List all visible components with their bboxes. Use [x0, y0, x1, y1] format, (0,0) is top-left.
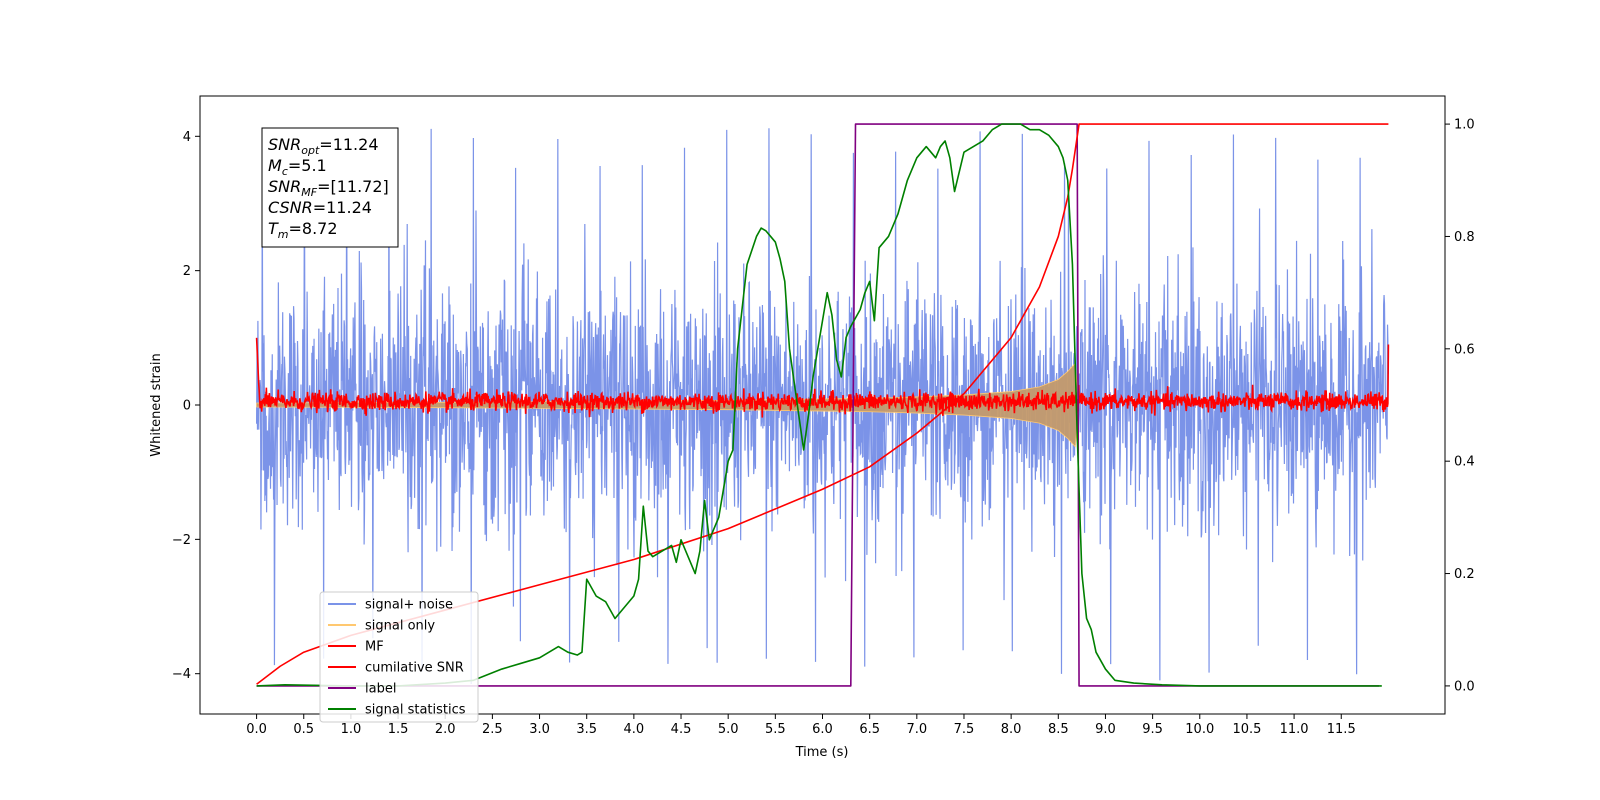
x-tick-label: 1.5 — [388, 722, 409, 737]
y-tick-label-right: 0.6 — [1454, 342, 1475, 357]
x-tick-label: 4.5 — [671, 722, 692, 737]
y-tick-label-right: 0.2 — [1454, 567, 1475, 582]
x-tick-label: 5.5 — [765, 722, 786, 737]
x-axis-label: Time (s) — [795, 745, 849, 760]
x-tick-label: 11.5 — [1327, 722, 1356, 737]
x-tick-label: 5.0 — [718, 722, 739, 737]
legend-label: label — [365, 682, 396, 697]
annotation-box: SNRopt=11.24Mc=5.1SNRMF=[11.72]CSNR=11.2… — [261, 127, 399, 248]
legend-frame — [319, 591, 479, 723]
axes: 0.0 0.5 1.0 1.5 2.0 2.5 3.0 3.5 4.0 4.5 5.0 5.5 6.0 6… — [172, 118, 1475, 737]
annotation-line: SNRMF=[11.72] — [268, 177, 389, 199]
annotation-line: Tm=8.72 — [268, 219, 338, 241]
y-tick-label-left: −2 — [172, 533, 191, 548]
x-tick-label: 11.0 — [1280, 722, 1309, 737]
x-tick-label: 9.0 — [1095, 722, 1116, 737]
legend-label: signal statistics — [365, 703, 466, 718]
y-tick-label-right: 0.0 — [1454, 679, 1475, 694]
x-tick-label: 4.0 — [624, 722, 645, 737]
y-tick-label-right: 0.8 — [1454, 230, 1475, 245]
x-tick-label: 1.0 — [341, 722, 362, 737]
y-tick-label-left: 0 — [183, 399, 191, 414]
x-tick-label: 8.5 — [1048, 722, 1069, 737]
y-tick-label-left: 4 — [183, 130, 191, 145]
series-signal-statistics — [256, 123, 1382, 687]
legend-label: signal only — [365, 619, 435, 634]
x-tick-label: 3.5 — [576, 722, 597, 737]
annotation-line: Mc=5.1 — [268, 156, 327, 178]
series-signal-noise — [255, 128, 1390, 685]
y-tick-label-right: 0.4 — [1454, 455, 1475, 470]
x-tick-label: 6.0 — [812, 722, 833, 737]
annotation-line: SNRopt=11.24 — [268, 135, 379, 157]
x-tick-label: 7.5 — [954, 722, 975, 737]
legend-label: signal+ noise — [365, 598, 453, 613]
legend-label: cumilative SNR — [365, 661, 464, 676]
y-tick-label-left: −4 — [172, 667, 191, 682]
x-tick-label: 2.0 — [435, 722, 456, 737]
series-mf — [255, 337, 1390, 418]
x-tick-label: 9.5 — [1142, 722, 1163, 737]
x-tick-label: 2.5 — [482, 722, 503, 737]
y-tick-label-right: 1.0 — [1454, 118, 1475, 133]
x-tick-label: 8.0 — [1001, 722, 1022, 737]
legend-label: MF — [365, 640, 384, 655]
y-axis-label: Whitened strain — [149, 353, 164, 456]
annotation-frame — [261, 127, 399, 248]
y-tick-label-left: 2 — [183, 264, 191, 279]
series-label — [256, 123, 1379, 687]
annotation-line: CSNR=11.24 — [268, 198, 372, 217]
x-tick-label: 10.0 — [1185, 722, 1214, 737]
x-tick-label: 0.0 — [246, 722, 267, 737]
x-tick-label: 0.5 — [293, 722, 314, 737]
x-tick-label: 10.5 — [1232, 722, 1261, 737]
x-tick-label: 3.0 — [529, 722, 550, 737]
x-tick-label: 6.5 — [859, 722, 880, 737]
legend: signal+ noise signal only MF cumilative SNR… — [319, 591, 479, 723]
x-tick-label: 7.0 — [906, 722, 927, 737]
